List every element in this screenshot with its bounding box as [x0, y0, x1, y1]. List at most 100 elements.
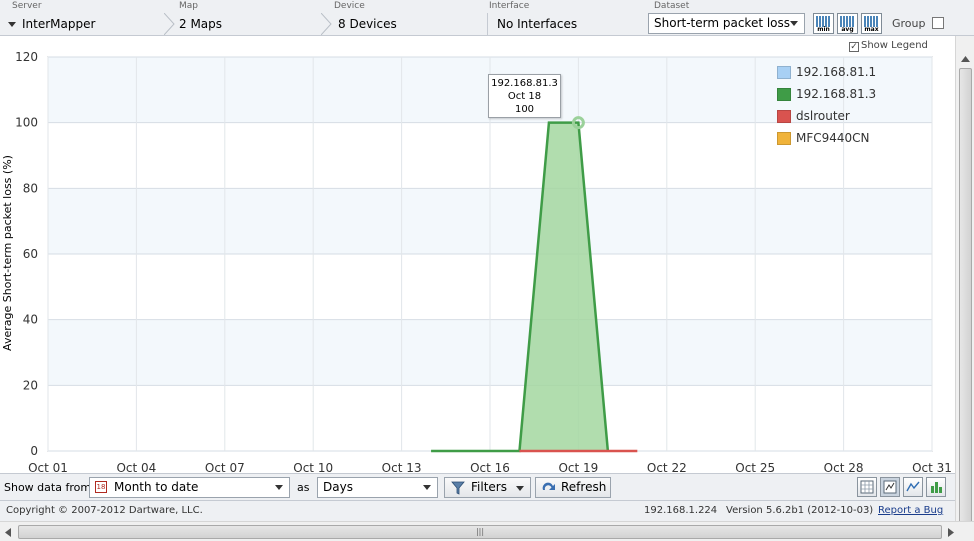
breadcrumb-separator-icon	[321, 13, 332, 35]
hover-point[interactable]	[571, 116, 585, 130]
date-range-value: Month to date	[114, 480, 199, 494]
group-checkbox[interactable]	[932, 17, 944, 29]
interface-label: Interface	[489, 1, 530, 11]
horizontal-scrollbar[interactable]: |||	[0, 521, 974, 541]
interface-value: No Interfaces	[497, 17, 578, 31]
divider	[487, 13, 488, 35]
chart-legend: 192.168.81.1 192.168.81.3 dslrouter MFC9440…	[777, 61, 877, 149]
min-stat-button[interactable]: min	[813, 13, 834, 34]
horizontal-scroll-thumb[interactable]: |||	[18, 525, 942, 539]
data-tooltip: 192.168.81.3 Oct 18 100	[488, 74, 561, 118]
x-tick-label: Oct 01	[28, 461, 68, 475]
legend-label: 192.168.81.1	[796, 65, 877, 79]
server-label: Server	[12, 1, 42, 11]
x-tick-label: Oct 25	[735, 461, 775, 475]
legend-label: dslrouter	[796, 109, 850, 123]
x-axis: Oct 01 Oct 04 Oct 07 Oct 10 Oct 13 Oct 16 Oct …	[28, 461, 952, 475]
scroll-right-icon[interactable]	[948, 528, 954, 537]
date-range-select[interactable]: 18 Month to date	[89, 477, 290, 498]
legend-swatch	[777, 87, 791, 101]
max-stat-button[interactable]: max	[861, 13, 882, 34]
vertical-scrollbar[interactable]	[955, 36, 974, 540]
server-value: InterMapper	[22, 17, 96, 31]
status-bar: Copyright © 2007-2012 Dartware, LLC. 192…	[0, 500, 955, 521]
filter-toolbar: Server InterMapper Map 2 Maps Device 8 D…	[0, 0, 974, 36]
y-tick-label: 20	[23, 378, 38, 392]
x-tick-label: Oct 16	[470, 461, 510, 475]
chevron-down-icon	[275, 485, 283, 490]
show-legend-label: Show Legend	[861, 40, 928, 51]
device-selector[interactable]: Device 8 Devices	[334, 0, 486, 36]
dataset-select[interactable]: Short-term packet loss	[648, 13, 805, 34]
dataset-label: Dataset	[654, 1, 690, 11]
line-chart-icon[interactable]	[903, 477, 923, 497]
bars-icon	[864, 16, 879, 27]
map-label: Map	[179, 1, 198, 11]
scroll-up-icon[interactable]	[961, 56, 970, 62]
tooltip-value: 100	[514, 104, 535, 115]
server-ip: 192.168.1.224	[644, 505, 718, 516]
x-tick-label: Oct 10	[293, 461, 333, 475]
filters-label: Filters	[471, 480, 507, 494]
y-tick-label: 120	[15, 50, 38, 64]
x-tick-label: Oct 28	[824, 461, 864, 475]
series-line	[431, 121, 610, 453]
server-selector[interactable]: Server InterMapper	[0, 0, 168, 36]
y-tick-label: 0	[30, 444, 38, 458]
x-tick-label: Oct 22	[647, 461, 687, 475]
as-label: as	[297, 481, 310, 494]
show-legend-toggle[interactable]: ✓ Show Legend	[849, 40, 928, 52]
legend-item[interactable]: dslrouter	[777, 105, 877, 127]
refresh-button[interactable]: Refresh	[535, 477, 611, 498]
refresh-icon	[542, 482, 555, 490]
x-tick-label: Oct 13	[382, 461, 422, 475]
y-tick-label: 80	[23, 181, 38, 195]
version-text: Version 5.6.2b1 (2012-10-03)	[726, 505, 874, 516]
y-axis-label: Average Short-term packet loss (%)	[1, 155, 14, 351]
legend-label: MFC9440CN	[796, 131, 870, 145]
chevron-down-icon	[516, 486, 524, 491]
device-value: 8 Devices	[338, 17, 397, 31]
interface-selector[interactable]: Interface No Interfaces	[489, 0, 645, 36]
avg-stat-button[interactable]: avg	[837, 13, 858, 34]
vertical-scroll-thumb[interactable]	[959, 68, 972, 540]
bars-icon	[816, 16, 831, 27]
legend-label: 192.168.81.3	[796, 87, 877, 101]
bars-icon	[840, 16, 855, 27]
time-unit-select[interactable]: Days	[317, 477, 438, 498]
map-selector[interactable]: Map 2 Maps	[175, 0, 325, 36]
time-unit-value: Days	[323, 480, 353, 494]
y-tick-label: 40	[23, 313, 38, 327]
series-area	[431, 122, 608, 452]
x-tick-label: Oct 31	[912, 461, 952, 475]
bar-chart-icon[interactable]	[926, 477, 946, 497]
legend-swatch	[777, 65, 791, 79]
calendar-icon: 18	[95, 481, 107, 493]
show-data-from-label: Show data from	[4, 481, 92, 494]
tooltip-date: Oct 18	[507, 91, 542, 102]
legend-item[interactable]: 192.168.81.1	[777, 61, 877, 83]
chevron-down-icon	[790, 21, 798, 26]
filters-button[interactable]: Filters	[444, 477, 531, 498]
grip-icon: |||	[475, 527, 485, 536]
chevron-down-icon	[423, 485, 431, 490]
device-label: Device	[334, 1, 365, 11]
x-tick-label: Oct 19	[558, 461, 598, 475]
x-tick-label: Oct 07	[205, 461, 245, 475]
detail-view-icon[interactable]	[880, 477, 900, 497]
table-view-icon[interactable]	[857, 477, 877, 497]
tooltip-device: 192.168.81.3	[491, 78, 558, 89]
chart-controls: Show data from 18 Month to date as Days …	[0, 473, 955, 500]
legend-item[interactable]: 192.168.81.3	[777, 83, 877, 105]
x-tick-label: Oct 04	[116, 461, 156, 475]
y-axis: 0 20 40 60 80 100 120	[15, 50, 38, 458]
legend-swatch	[777, 109, 791, 123]
scroll-left-icon[interactable]	[5, 528, 11, 537]
report-bug-link[interactable]: Report a Bug	[878, 505, 944, 516]
legend-item[interactable]: MFC9440CN	[777, 127, 877, 149]
copyright-text: Copyright © 2007-2012 Dartware, LLC.	[6, 505, 203, 516]
series-layer	[431, 116, 638, 453]
legend-swatch	[777, 131, 791, 145]
checkmark-icon[interactable]: ✓	[849, 42, 859, 52]
group-label: Group	[892, 17, 926, 30]
